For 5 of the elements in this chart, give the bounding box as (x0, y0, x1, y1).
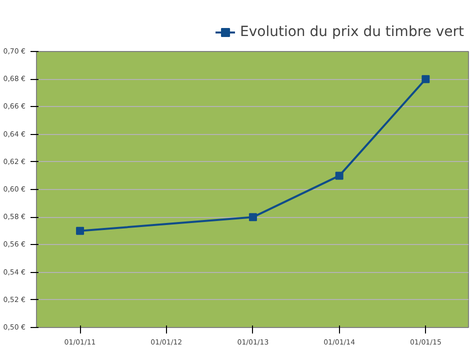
point (76, 226, 84, 235)
point (422, 75, 430, 84)
point (248, 213, 257, 222)
legend-label: Evolution du prix du timbre vert (240, 24, 464, 40)
point (335, 172, 344, 180)
